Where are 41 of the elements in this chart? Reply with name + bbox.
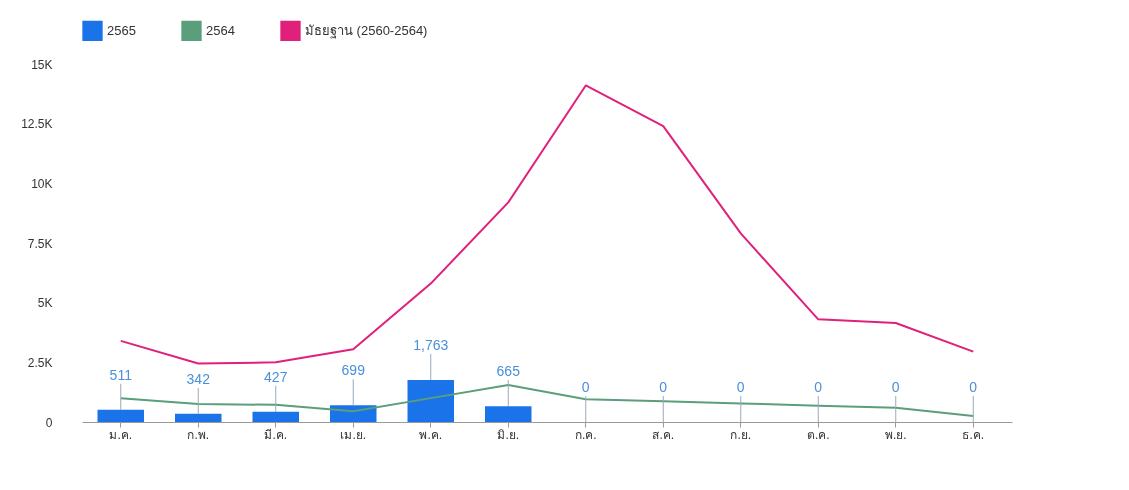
data-label: 0 <box>581 379 590 395</box>
x-tick-label: ก.ย. <box>730 427 752 442</box>
x-tick-label: ธ.ค. <box>962 427 985 442</box>
data-label: 699 <box>341 362 366 379</box>
y-tick-label: 0 <box>45 415 53 430</box>
bar <box>407 379 454 422</box>
data-label: 665 <box>496 363 521 380</box>
legend-label: 2564 <box>206 22 235 38</box>
data-label: 0 <box>736 379 745 395</box>
x-tick-label: เม.ย. <box>340 427 367 442</box>
y-tick-label: 2.5K <box>27 355 53 370</box>
line-series <box>119 84 975 365</box>
x-tick-label: ก.พ. <box>187 427 210 442</box>
data-label: 0 <box>814 379 823 395</box>
y-tick-label: 5K <box>37 296 53 311</box>
line-series <box>119 384 975 418</box>
bar <box>485 406 532 422</box>
x-tick-label: พ.ค. <box>419 427 443 442</box>
x-tick-label: มี.ค. <box>264 427 288 442</box>
x-tick-label: ม.ค. <box>109 427 133 442</box>
y-tick-label: 7.5K <box>27 236 53 251</box>
data-label: 0 <box>891 379 900 395</box>
bar <box>175 413 222 422</box>
data-label: 427 <box>264 368 288 385</box>
bar <box>97 409 144 422</box>
x-tick-label: ส.ค. <box>652 427 675 442</box>
legend-label: 2565 <box>107 22 136 38</box>
legend-label: มัธยฐาน (2560-2564) <box>305 22 428 39</box>
y-tick-label: 15K <box>31 57 53 72</box>
x-tick-label: ต.ค. <box>806 427 830 442</box>
data-label: 0 <box>659 379 668 395</box>
x-tick-label: มิ.ย. <box>497 427 520 442</box>
y-tick-label: 12.5K <box>21 117 53 132</box>
x-tick-label: พ.ย. <box>884 427 907 442</box>
data-label: 342 <box>186 370 211 387</box>
x-tick-label: ก.ค. <box>574 427 597 442</box>
bar <box>252 411 299 422</box>
y-tick-label: 10K <box>31 176 53 191</box>
data-label: 0 <box>969 379 978 395</box>
data-label: 1,763 <box>413 336 449 353</box>
data-label: 511 <box>109 366 133 383</box>
